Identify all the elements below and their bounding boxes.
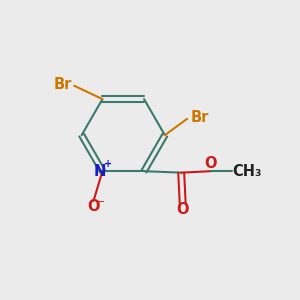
Text: Br: Br [190,110,209,125]
Text: CH₃: CH₃ [232,164,261,179]
Text: N: N [93,164,106,179]
Text: O: O [205,156,217,171]
Text: O: O [87,199,100,214]
Text: −: − [95,197,105,207]
Text: O: O [176,202,189,217]
Text: +: + [104,159,112,169]
Text: Br: Br [53,77,71,92]
